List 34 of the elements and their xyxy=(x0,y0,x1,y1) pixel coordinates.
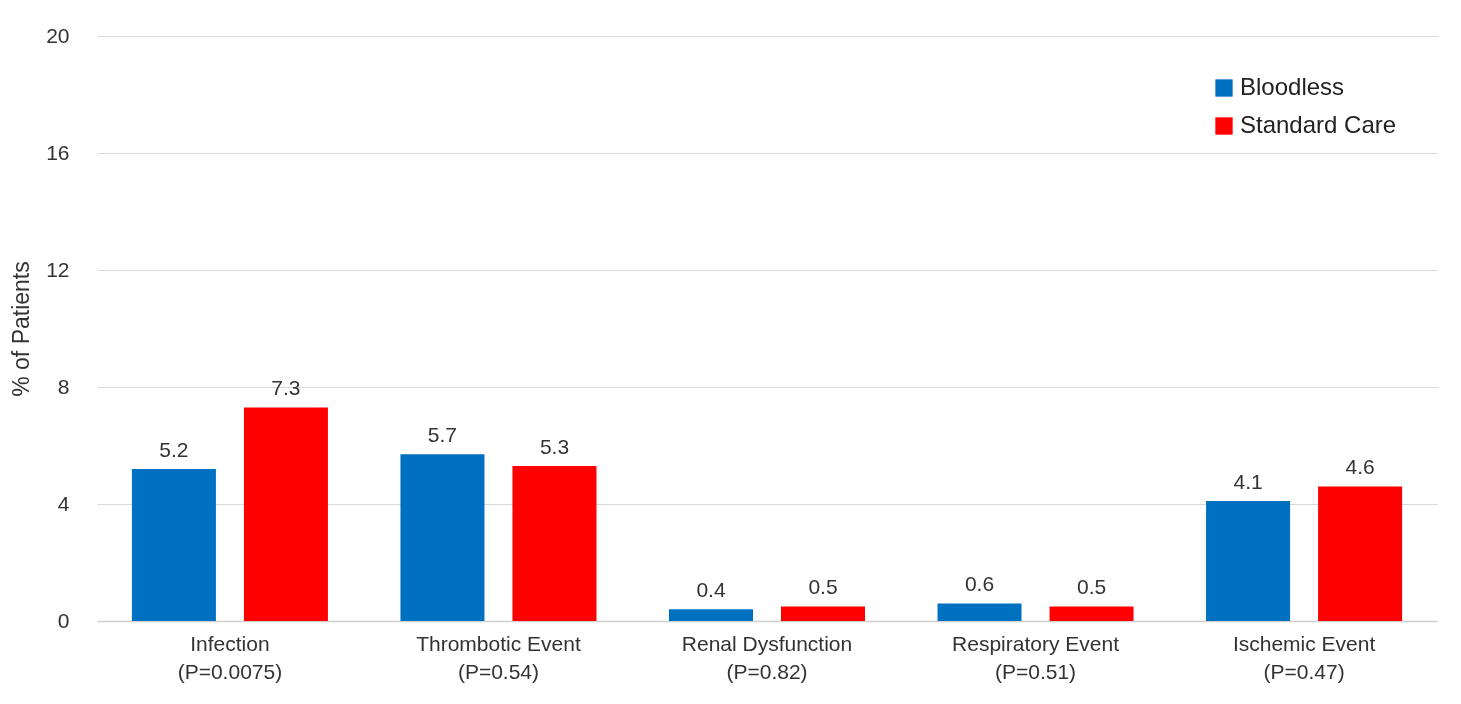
data-label: 4.6 xyxy=(1345,455,1375,479)
bar xyxy=(400,454,485,621)
x-tick-label: Respiratory Event (P=0.51) xyxy=(952,631,1120,683)
bar xyxy=(937,603,1022,621)
bar xyxy=(131,468,216,621)
bar xyxy=(1318,486,1403,621)
data-label: 7.3 xyxy=(271,376,301,400)
bar xyxy=(668,609,753,621)
bar xyxy=(512,465,597,621)
bar xyxy=(243,407,328,621)
bar xyxy=(1206,501,1291,621)
bar xyxy=(1049,606,1134,621)
y-tick-label: 20 xyxy=(46,23,70,47)
y-tick-label: 4 xyxy=(57,491,70,515)
data-label: 0.5 xyxy=(1076,575,1107,599)
data-label: 0.4 xyxy=(696,578,726,602)
data-label: 5.7 xyxy=(427,423,458,447)
y-tick-label: 8 xyxy=(57,374,70,398)
y-axis-title: % of Patients xyxy=(8,261,35,397)
data-label: 5.2 xyxy=(159,437,189,461)
x-tick-label: Infection (P=0.0075) xyxy=(177,631,283,683)
y-tick-label: 12 xyxy=(46,257,70,281)
data-label: 4.1 xyxy=(1233,470,1263,494)
y-tick-label: 0 xyxy=(57,608,70,632)
x-tick-label: Ischemic Event (P=0.47) xyxy=(1232,631,1376,683)
legend-label: Standard Care xyxy=(1240,111,1397,138)
bar xyxy=(781,606,866,621)
data-label: 0.6 xyxy=(964,572,995,596)
x-tick-label: Thrombotic Event (P=0.54) xyxy=(416,631,581,683)
x-tick-label: Renal Dysfunction (P=0.82) xyxy=(681,631,853,683)
legend-label: Bloodless xyxy=(1240,73,1345,100)
y-tick-label: 16 xyxy=(46,140,70,164)
data-label: 0.5 xyxy=(808,575,838,599)
data-label: 5.3 xyxy=(539,434,570,458)
